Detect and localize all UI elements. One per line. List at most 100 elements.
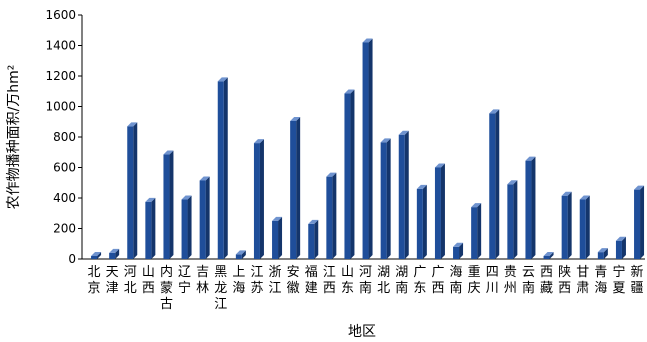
y-tick-label: 800 [53, 130, 76, 144]
x-tick-label: 黑龙江 [214, 265, 227, 312]
bar [380, 142, 387, 259]
bar [290, 120, 297, 259]
bar [272, 220, 279, 259]
y-tick-label: 1600 [45, 8, 76, 22]
bar-top [217, 77, 228, 82]
x-tick-label: 湖北 [377, 265, 390, 296]
bar-side [459, 242, 464, 259]
bar [163, 154, 170, 259]
x-tick-label: 宁夏 [612, 264, 625, 296]
x-tick-label: 广西 [431, 265, 444, 296]
y-tick-label: 1200 [45, 69, 76, 83]
bar [525, 160, 532, 259]
x-tick-label: 云南 [522, 265, 535, 296]
bar-top [235, 250, 246, 255]
bar-side [621, 236, 626, 259]
bar-side [223, 77, 228, 260]
x-tick-label: 湖南 [395, 265, 408, 296]
x-tick-label: 贵州 [504, 265, 517, 296]
bar-side [422, 184, 427, 259]
bar-top [543, 251, 554, 256]
bar-side [368, 38, 373, 260]
bar-top [489, 109, 500, 114]
bar [253, 143, 260, 259]
bar-top [163, 150, 174, 155]
bar-side [187, 195, 192, 259]
bar-side [241, 250, 246, 259]
bar-top [91, 251, 102, 256]
bar [127, 126, 134, 259]
bar-top [344, 89, 355, 94]
bar-top [579, 195, 590, 200]
bar-top [199, 176, 210, 181]
bar-side [495, 109, 500, 259]
bar [145, 201, 152, 259]
bar-side [332, 172, 337, 259]
bar-top [362, 38, 373, 43]
bar-top [525, 156, 536, 161]
bar-top [471, 203, 482, 208]
bar-side [603, 248, 608, 259]
bar [543, 255, 550, 259]
bar-top [145, 197, 156, 202]
bar-side [259, 139, 264, 259]
bar-top [416, 184, 427, 189]
bar-side [513, 180, 518, 259]
x-tick-label: 江西 [323, 265, 336, 296]
bar-side [97, 251, 102, 259]
bar [471, 207, 478, 259]
bar-top [127, 122, 138, 127]
x-axis-title: 地区 [348, 324, 376, 340]
x-tick-label: 广东 [413, 265, 426, 296]
bar-side [350, 89, 355, 259]
y-axis-title: 农作物播种面积/万hm² [6, 65, 22, 210]
x-tick-label: 四川 [486, 265, 499, 296]
y-tick-label: 1000 [45, 100, 76, 114]
bar [362, 42, 369, 260]
bar-side [205, 176, 210, 259]
bar-top [561, 191, 572, 196]
bar [507, 184, 514, 259]
bar-top [290, 116, 301, 121]
bar-side [314, 219, 319, 259]
x-tick-label: 青海 [594, 265, 607, 296]
bar-top [272, 216, 283, 221]
bar-side [531, 156, 536, 259]
bar-top [507, 180, 518, 185]
bar-side [169, 150, 174, 259]
bar-top [326, 172, 337, 177]
bar [344, 93, 351, 259]
x-tick-label: 福建 [305, 265, 318, 296]
x-tick-label: 甘肃 [576, 265, 589, 296]
plot-area: 0 200 400 600 800 1000 1200 1400 1600 北京天津河北山西内蒙古… [45, 8, 645, 312]
bar-side [567, 191, 572, 259]
bar-top [398, 130, 409, 135]
bar [615, 240, 622, 259]
bar-side [133, 122, 138, 259]
bar [181, 199, 188, 259]
y-tick-label: 0 [68, 252, 76, 266]
bar-top [181, 195, 192, 200]
bar-side [640, 185, 645, 259]
bar-side [386, 138, 391, 259]
y-tick-label: 1400 [45, 39, 76, 53]
bar [416, 188, 423, 259]
bar-top [597, 248, 608, 253]
bar [579, 199, 586, 259]
y-tick-label: 200 [53, 222, 76, 236]
bar [489, 113, 496, 259]
x-tick-label: 北京 [88, 265, 101, 296]
x-tick-label: 浙江 [269, 265, 282, 296]
x-tick-label: 天津 [106, 265, 119, 296]
bar [597, 252, 604, 259]
bar-top [634, 185, 645, 190]
bar-top [615, 236, 626, 241]
x-tick-label: 西藏 [540, 265, 553, 296]
x-tick-label: 安徽 [287, 265, 300, 296]
bar [217, 81, 224, 260]
bar [634, 189, 641, 259]
bar [434, 167, 441, 259]
bar-top [308, 219, 319, 224]
bar-top [453, 242, 464, 247]
